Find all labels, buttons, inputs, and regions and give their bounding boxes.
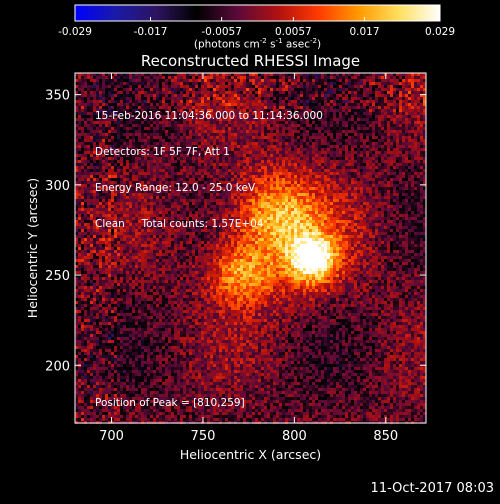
- y-axis-label: Heliocentric Y (arcsec): [25, 178, 40, 318]
- chart-title: Reconstructed RHESSI Image: [75, 52, 426, 70]
- y-tick-label: 350: [45, 89, 70, 104]
- x-tick-label: 700: [99, 429, 124, 444]
- time-range-text: 15-Feb-2016 11:04:36.000 to 11:14:36.000: [95, 110, 323, 122]
- x-tick-label: 750: [191, 429, 216, 444]
- x-tick-label: 850: [373, 429, 398, 444]
- x-tick-label: 800: [282, 429, 307, 444]
- timestamp: 11-Oct-2017 08:03: [371, 481, 494, 496]
- colorbar-units-label: (photons cm-2 s-1 asec-2): [75, 37, 440, 51]
- colorbar: [75, 5, 440, 21]
- y-tick-label: 200: [45, 359, 70, 374]
- x-axis-label: Heliocentric X (arcsec): [180, 447, 321, 462]
- energy-range-text: Energy Range: 12.0 - 25.0 keV: [95, 182, 323, 194]
- y-tick-label: 300: [45, 179, 70, 194]
- observation-info: 15-Feb-2016 11:04:36.000 to 11:14:36.000…: [95, 86, 323, 242]
- clean-counts-text: Clean Total counts: 1.57E+04: [95, 218, 323, 230]
- y-tick-label: 250: [45, 269, 70, 284]
- peak-position-label: Position of Peak = [810,259]: [95, 397, 245, 409]
- detectors-text: Detectors: 1F 5F 7F, Att 1: [95, 146, 323, 158]
